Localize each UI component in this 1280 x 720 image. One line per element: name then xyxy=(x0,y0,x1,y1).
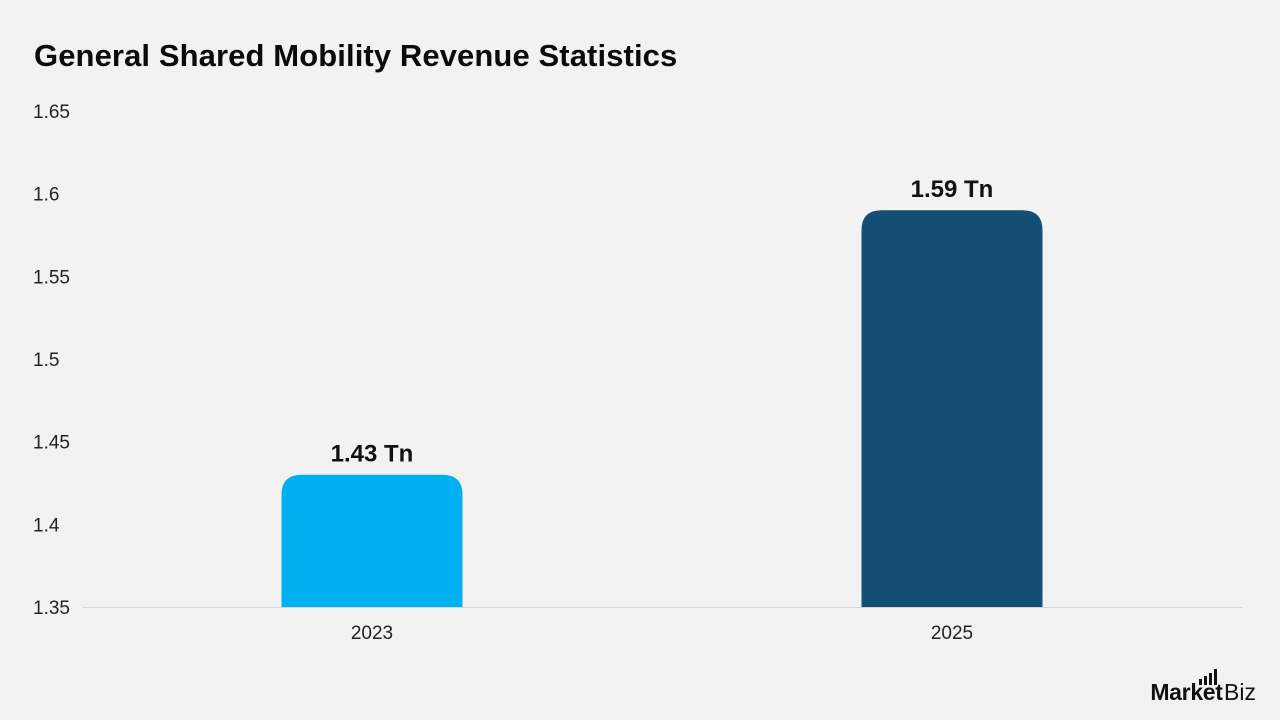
y-axis-ticks: 1.35 1.4 1.45 1.5 1.55 1.6 1.65 xyxy=(33,102,70,619)
y-tick-label: 1.45 xyxy=(33,433,70,454)
y-tick-label: 1.35 xyxy=(33,598,70,619)
bar-data-label: 1.59 Tn xyxy=(911,176,994,203)
bar-data-labels: 1.43 Tn 1.59 Tn xyxy=(331,176,994,468)
brand-logo: Market .Biz xyxy=(1150,669,1256,706)
bar-data-label: 1.43 Tn xyxy=(331,441,414,468)
bar-2025 xyxy=(861,210,1043,607)
y-tick-label: 1.65 xyxy=(33,102,70,123)
y-tick-label: 1.5 xyxy=(33,350,59,371)
brand-suffix: .Biz xyxy=(1217,679,1256,705)
y-tick-label: 1.55 xyxy=(33,267,70,288)
chart-title: General Shared Mobility Revenue Statisti… xyxy=(34,38,678,73)
x-tick-label: 2025 xyxy=(931,623,973,644)
x-tick-label: 2023 xyxy=(351,623,393,644)
brand-bars-icon xyxy=(1198,669,1217,685)
x-axis-category-labels: 2023 2025 xyxy=(351,623,973,644)
y-tick-label: 1.6 xyxy=(33,185,59,206)
bar-2023 xyxy=(281,474,463,607)
bar-series xyxy=(281,210,1043,607)
y-tick-label: 1.4 xyxy=(33,515,60,536)
